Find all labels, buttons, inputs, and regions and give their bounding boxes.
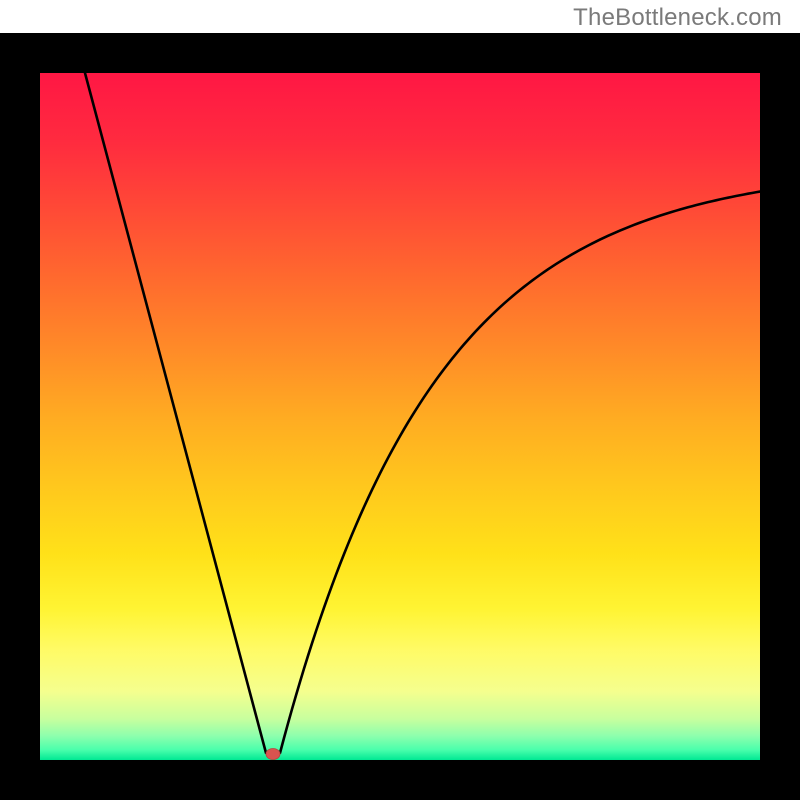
- chart-svg: [0, 0, 800, 800]
- attribution-text: TheBottleneck.com: [573, 4, 782, 32]
- plot-background: [40, 73, 760, 760]
- optimum-marker: [266, 749, 280, 760]
